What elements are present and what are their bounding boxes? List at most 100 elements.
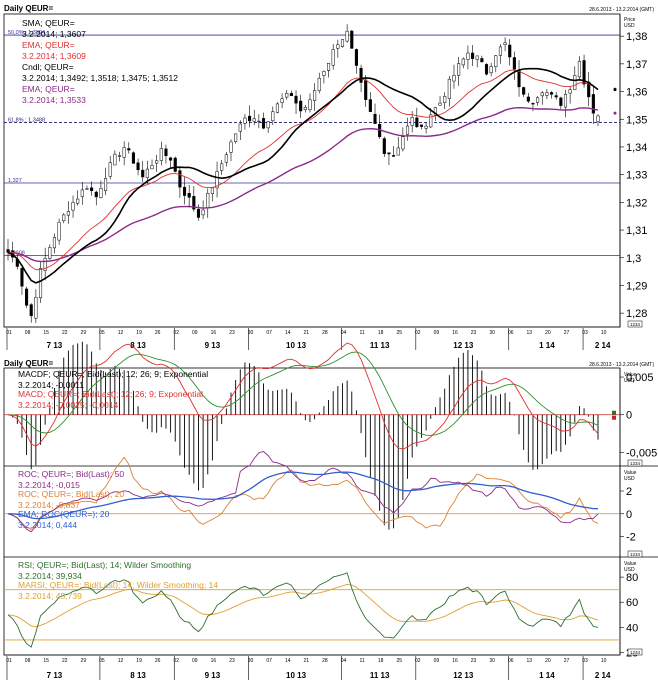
ema-slow-line: [7, 106, 599, 263]
top-chart-range: 28.6.2013 - 13.2.2014 (GMT): [589, 7, 654, 13]
candle-body: [155, 160, 159, 164]
price-x-axis-month-label: 8 13: [130, 341, 146, 350]
indicator-x-axis-day-label: 22: [62, 658, 68, 664]
macd-tick-label: 0: [626, 410, 632, 422]
candle-body: [322, 71, 326, 76]
price-legend-value: 3.2.2014; 1,3607: [22, 29, 86, 39]
price-x-axis-day-label: 30: [489, 330, 495, 336]
indicator-x-axis-month-label: 10 13: [286, 671, 307, 680]
macd-last-marker: [612, 410, 616, 415]
price-badge-text: 1234: [630, 322, 641, 327]
candle-body: [285, 93, 289, 98]
price-x-axis-month-label: 2 14: [595, 341, 611, 350]
candle-body: [99, 188, 103, 198]
price-x-axis-day-label: 07: [266, 330, 272, 336]
candle-body: [508, 44, 512, 58]
candle-body: [405, 125, 410, 135]
candle-body: [489, 66, 493, 74]
candle-body: [531, 103, 535, 105]
candle-body: [201, 209, 205, 216]
indicator-x-axis-day-label: 28: [322, 658, 328, 664]
candle-body: [308, 99, 312, 111]
candle-body: [317, 77, 321, 92]
candle-body: [108, 162, 112, 177]
indicator-x-axis-day-label: 14: [285, 658, 291, 664]
indicator-x-axis-month-label: 11 13: [370, 671, 390, 680]
candle-body: [498, 46, 502, 56]
level-label: 61,8% ; 1,3488: [8, 118, 45, 124]
indicator-x-axis-month-label: 8 13: [130, 671, 146, 680]
indicator-x-axis-day-label: 30: [248, 658, 254, 664]
price-x-axis-day-label: 09: [434, 330, 440, 336]
candle-body: [396, 147, 400, 156]
candle-body: [169, 157, 173, 161]
indicator-x-axis-day-label: 02: [415, 658, 421, 664]
price-x-axis-day-label: 02: [415, 330, 421, 336]
ema-roc-line: [7, 471, 599, 520]
price-x-axis-month-label: 1 14: [539, 341, 555, 350]
indicator-x-axis-month-label: 7 13: [47, 671, 63, 680]
candle-body: [206, 193, 210, 209]
price-x-axis-day-label: 01: [6, 330, 12, 336]
candle-body: [591, 94, 595, 114]
candle-body: [480, 58, 484, 63]
roc-axis-unit: USD: [624, 476, 635, 482]
candle-body: [80, 189, 84, 197]
macd-axis-header: Value: [624, 372, 637, 378]
rsi-tick-label: 80: [626, 572, 638, 584]
candle-body: [410, 117, 414, 126]
candle-body: [248, 115, 252, 122]
candle-body: [238, 123, 242, 132]
roc-axis-header: Value: [624, 470, 637, 476]
candle-body: [294, 95, 298, 104]
candle-body: [280, 98, 284, 103]
price-axis-header: Price: [624, 17, 636, 23]
candle-body: [392, 155, 396, 157]
candle-body: [350, 30, 354, 49]
candle-body: [178, 170, 182, 188]
candle-body: [234, 133, 238, 142]
candle-body: [252, 118, 256, 122]
indicator-x-axis-day-label: 29: [81, 658, 87, 664]
candle-body: [20, 268, 24, 287]
candle-body: [503, 42, 507, 45]
candle-body: [34, 297, 38, 319]
price-tick-label: 1,31: [626, 225, 647, 237]
candle-body: [419, 124, 424, 127]
candle-body: [25, 288, 29, 306]
rsi-legend-value: 3.2.2014; 45,739: [18, 591, 82, 601]
indicator-x-axis-month-label: 1 14: [539, 671, 555, 680]
candle-body: [243, 117, 247, 124]
level-label: 50,0% ; 1,3804: [8, 30, 45, 36]
candle-body: [289, 93, 293, 97]
price-legend-value: 3.2.2014; 1,3492; 1,3518; 1,3475; 1,3512: [22, 73, 178, 83]
candle-body: [526, 96, 530, 102]
price-x-axis-day-label: 08: [25, 330, 31, 336]
candle-body: [354, 49, 358, 66]
candle-body: [52, 237, 57, 249]
macd-signal-line: [7, 351, 599, 436]
candle-body: [257, 120, 261, 123]
indicator-x-axis-month-label: 12 13: [453, 671, 474, 680]
candle-body: [573, 75, 577, 91]
price-tick-label: 1,3: [626, 253, 641, 265]
candle-body: [117, 155, 122, 157]
indicator-x-axis-day-label: 01: [6, 658, 12, 664]
macd-badge-text: 1234: [630, 461, 641, 466]
price-tick-label: 1,29: [626, 280, 647, 292]
price-x-axis-month-label: 7 13: [47, 341, 63, 350]
price-tick-label: 1,32: [626, 197, 647, 209]
candle-body: [563, 94, 568, 108]
candle-body: [48, 247, 52, 259]
candle-body: [38, 268, 43, 299]
price-legend-value: 3.2.2014; 1,3533: [22, 95, 86, 105]
price-legend-value: 3.2.2014; 1,3609: [22, 51, 86, 61]
candle-body: [196, 209, 201, 218]
macd-tick-label: 0,005: [626, 372, 654, 384]
candle-body: [443, 96, 447, 103]
sma-line: [7, 67, 599, 284]
candle-body: [387, 152, 391, 155]
price-tick-label: 1,33: [626, 170, 647, 182]
price-panel-frame: [3, 13, 621, 328]
indicator-x-axis-day-label: 18: [378, 658, 384, 664]
